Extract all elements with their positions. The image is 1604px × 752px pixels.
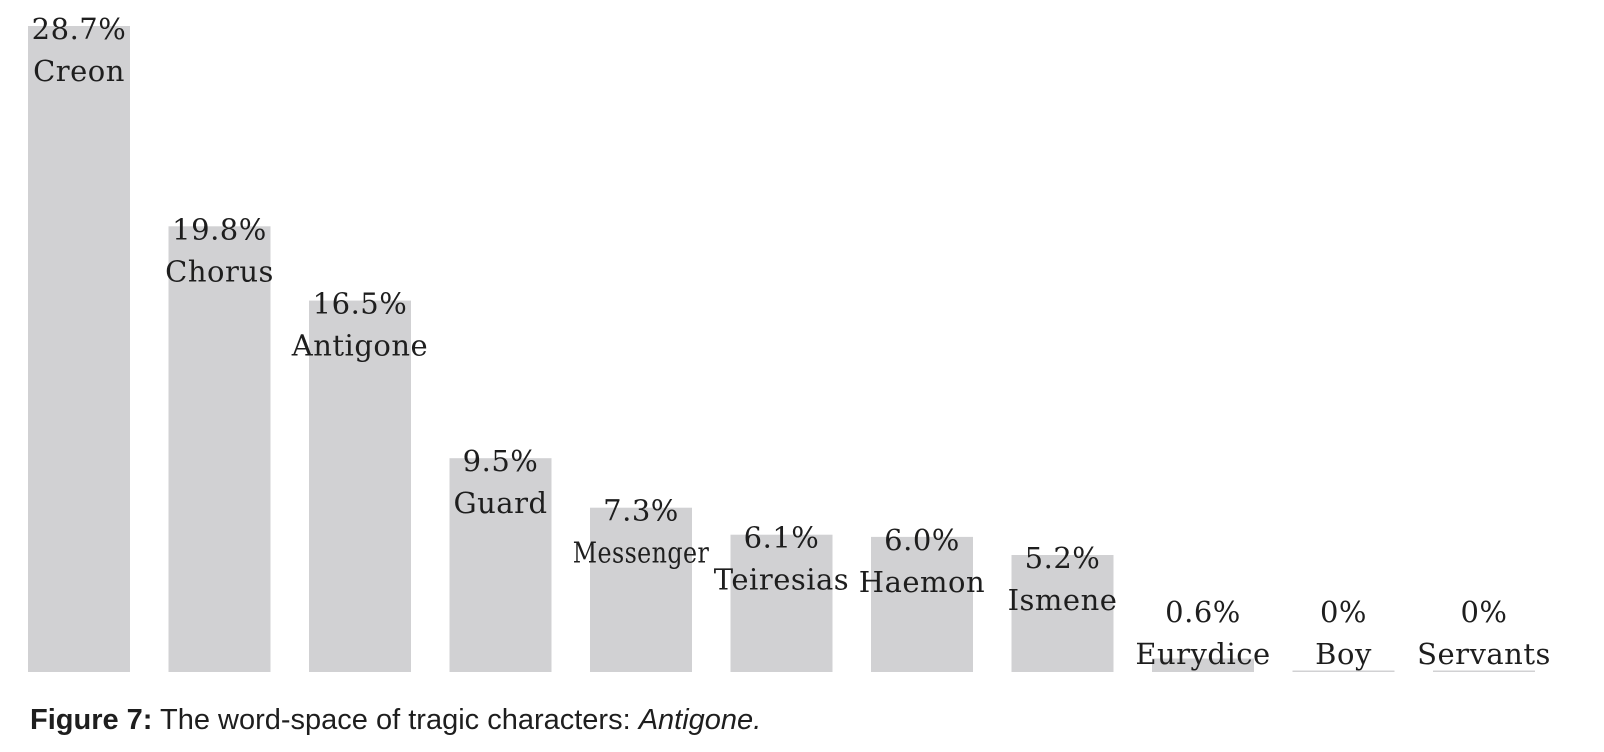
value-label-messenger: 7.3%: [603, 494, 679, 528]
value-label-antigone: 16.5%: [313, 287, 408, 321]
category-label-guard: Guard: [453, 486, 547, 520]
category-label-chorus: Chorus: [165, 254, 274, 288]
bar-messenger: [590, 507, 692, 672]
bar-antigone: [309, 300, 411, 672]
category-label-messenger: Messenger: [573, 536, 710, 570]
figure-caption: Figure 7: The word-space of tragic chara…: [30, 704, 761, 737]
bar-chart: 28.7% Creon 19.8% Chorus 16.5% Antigone 9.5% Gu…: [28, 12, 1551, 673]
bar-haemon: [871, 536, 973, 672]
labels-group: 28.7% Creon 19.8% Chorus 16.5% Antigone 9.5% Gu…: [32, 12, 1551, 671]
value-label-haemon: 6.0%: [884, 523, 960, 557]
bars-group: [28, 26, 1535, 673]
bar-eurydice: [1152, 658, 1254, 672]
value-label-teiresias: 6.1%: [744, 521, 820, 555]
bar-teiresias: [730, 534, 833, 672]
caption-text: The word-space of tragic characters:: [152, 704, 639, 736]
bar-chorus: [168, 226, 271, 673]
bar-servants: [1433, 670, 1535, 672]
category-label-teiresias: Teiresias: [714, 563, 849, 597]
value-label-eurydice: 0.6%: [1165, 595, 1241, 629]
bar-boy: [1292, 670, 1395, 672]
value-label-ismene: 5.2%: [1025, 541, 1101, 575]
category-label-servants: Servants: [1417, 637, 1551, 671]
bar-guard: [449, 458, 552, 672]
category-label-ismene: Ismene: [1008, 583, 1118, 617]
category-label-eurydice: Eurydice: [1135, 637, 1270, 671]
value-label-guard: 9.5%: [463, 444, 539, 478]
caption-title: Antigone.: [638, 704, 762, 736]
value-label-boy: 0%: [1320, 595, 1367, 629]
category-label-haemon: Haemon: [859, 565, 985, 599]
value-label-servants: 0%: [1460, 595, 1507, 629]
value-label-chorus: 19.8%: [172, 212, 267, 246]
bar-creon: [28, 26, 130, 672]
category-label-creon: Creon: [33, 54, 125, 88]
category-label-antigone: Antigone: [291, 329, 428, 363]
value-label-creon: 28.7%: [32, 12, 127, 46]
category-label-boy: Boy: [1315, 637, 1372, 671]
caption-label: Figure 7:: [30, 704, 153, 736]
bar-ismene: [1011, 555, 1114, 672]
